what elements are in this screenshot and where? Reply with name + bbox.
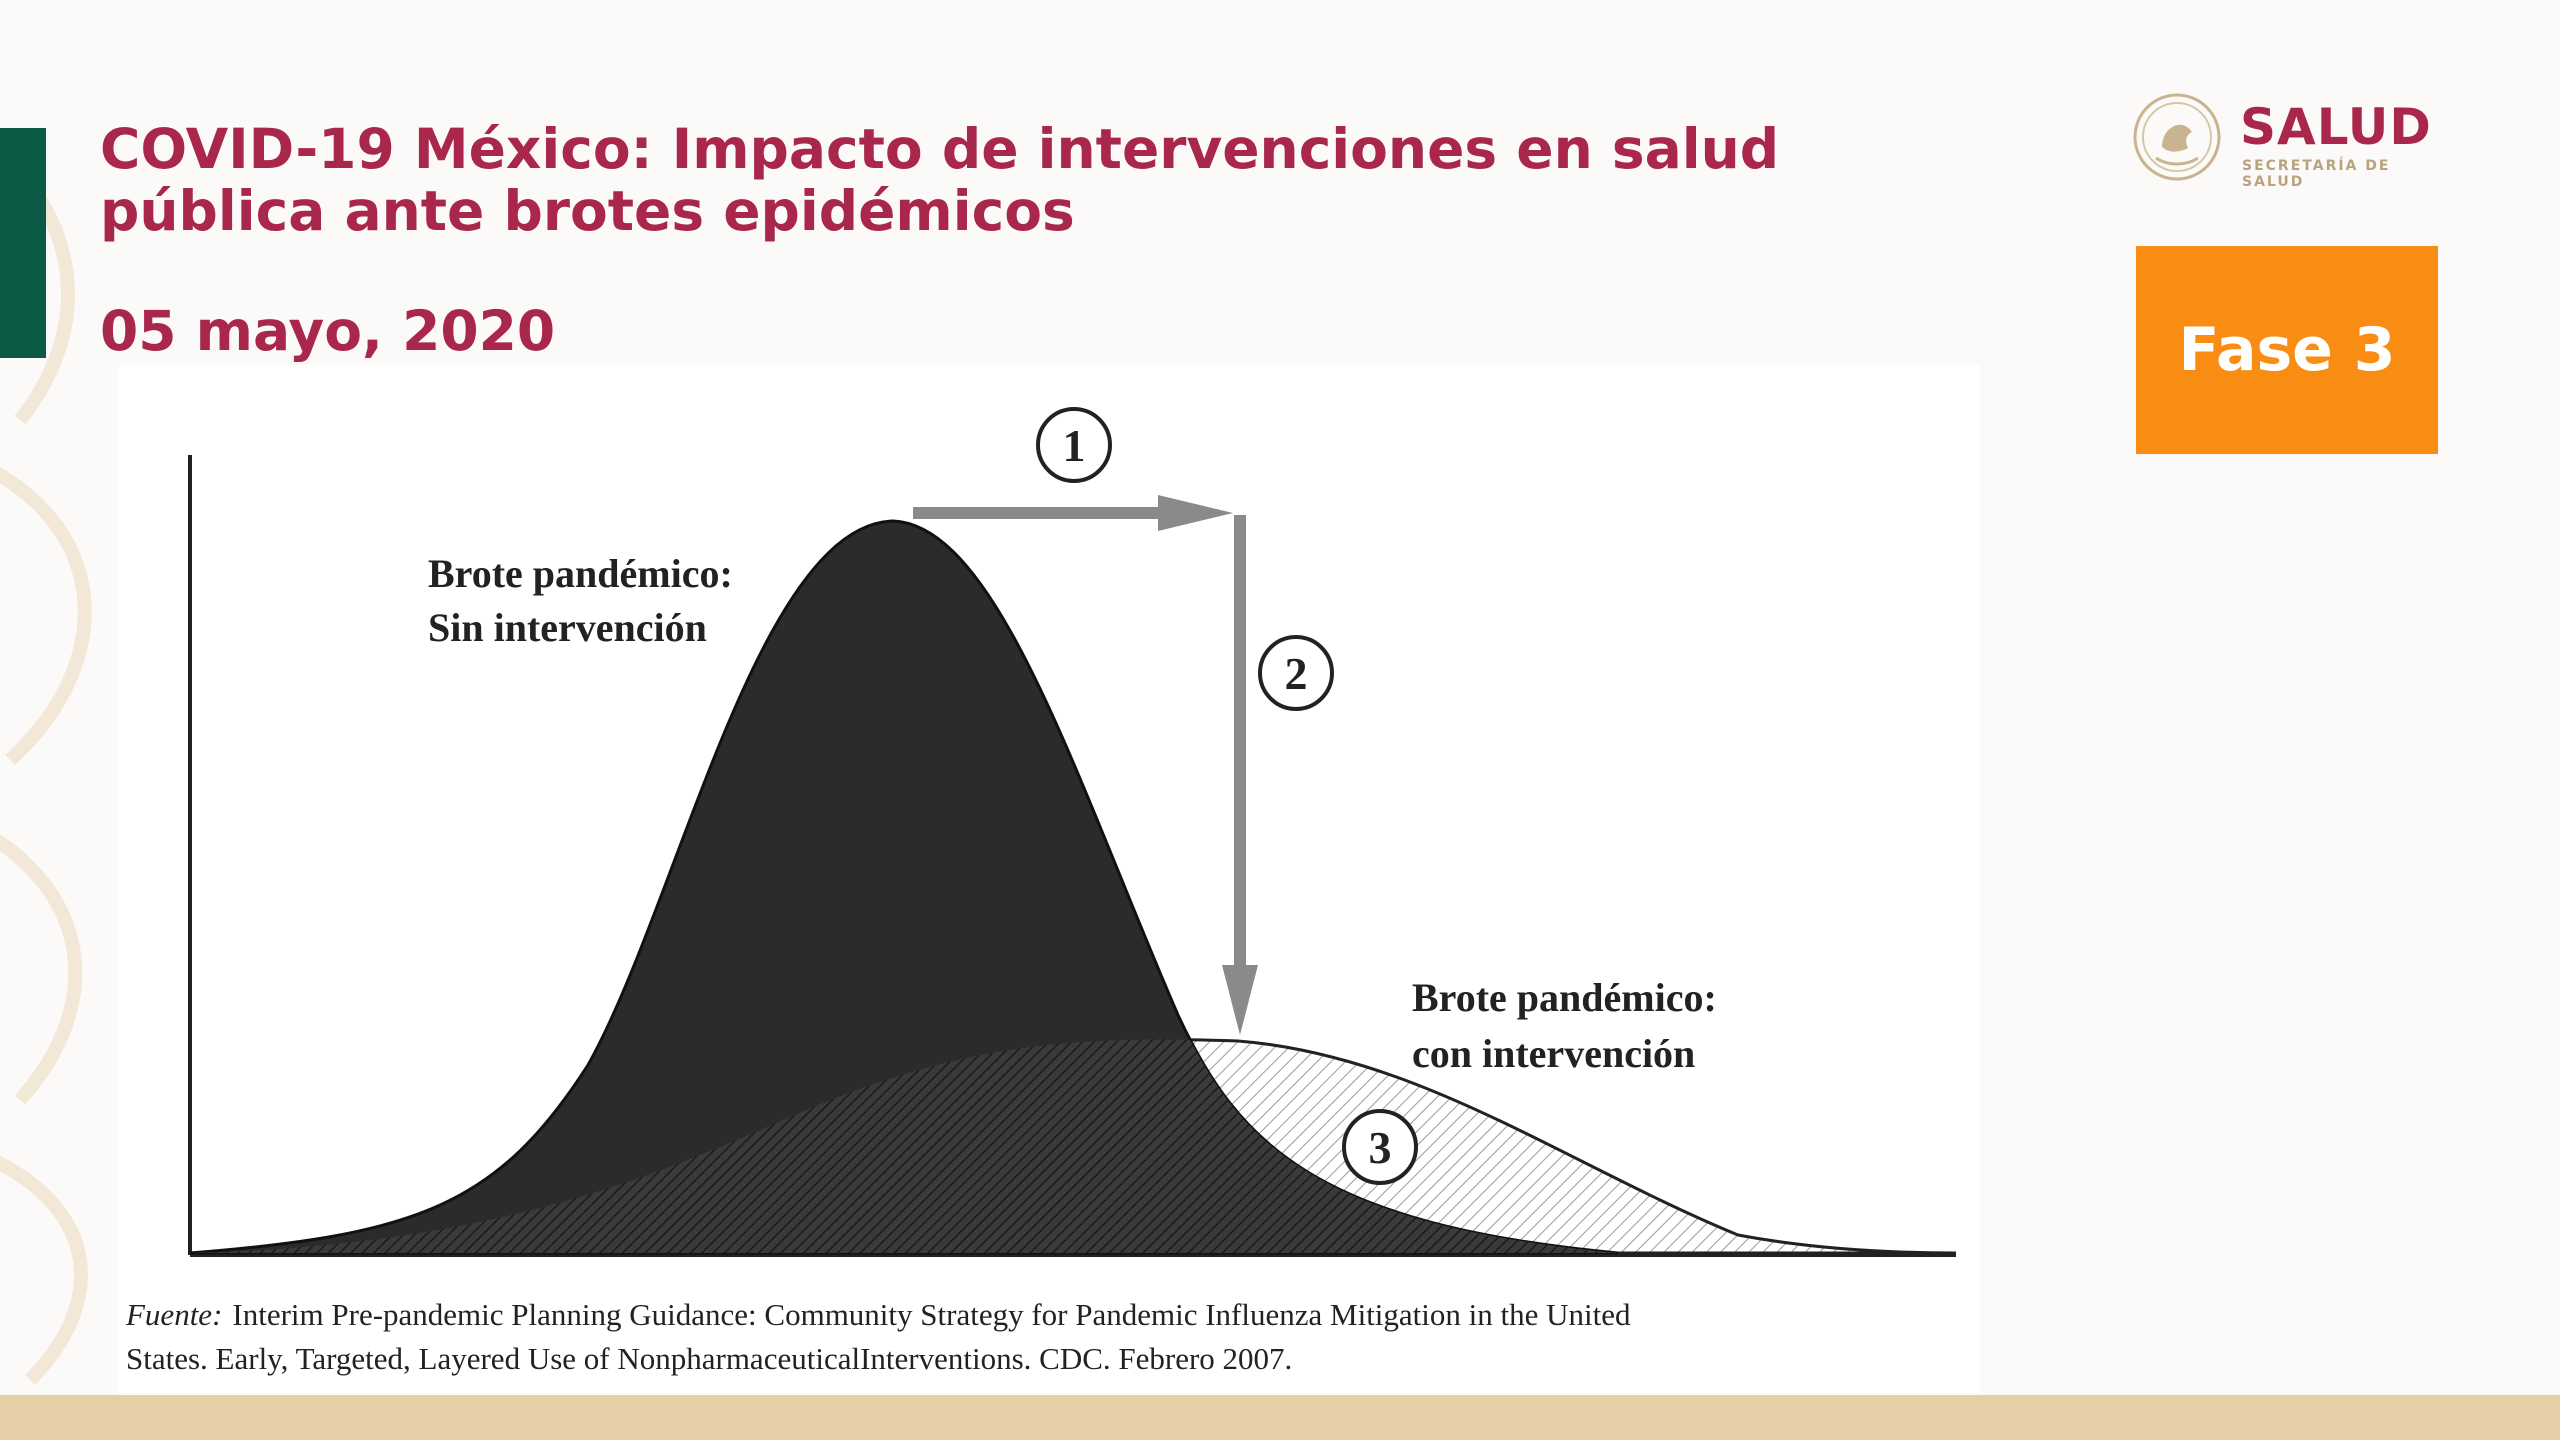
logo-subtitle: SECRETARÍA DE SALUD bbox=[2242, 158, 2391, 190]
source-text-1: Interim Pre-pandemic Planning Guidance: … bbox=[232, 1297, 1631, 1332]
source-line-1: Fuente: Interim Pre-pandemic Planning Gui… bbox=[126, 1293, 1976, 1337]
marker-2: 2 bbox=[1258, 635, 1334, 711]
marker-2-label: 2 bbox=[1285, 648, 1308, 699]
logo-wordmark: SALUD bbox=[2240, 98, 2432, 156]
delay-arrow bbox=[913, 495, 1233, 531]
marker-3-label: 3 bbox=[1369, 1122, 1392, 1173]
footer-bar bbox=[0, 1395, 2560, 1440]
source-citation: Fuente: Interim Pre-pandemic Planning Gui… bbox=[126, 1293, 1976, 1381]
slide-date: 05 mayo, 2020 bbox=[100, 299, 556, 363]
label-with-intervention-line2: con intervención bbox=[1412, 1031, 1695, 1076]
label-with-intervention-line1: Brote pandémico: bbox=[1412, 975, 1717, 1020]
epidemic-curve-diagram: 1 2 3 Brote pandémico: Sin intervención … bbox=[188, 407, 1957, 1257]
mexico-coat-of-arms-seal-icon bbox=[2133, 93, 2221, 181]
marker-1-label: 1 bbox=[1063, 420, 1086, 471]
marker-1: 1 bbox=[1036, 407, 1112, 483]
diagram-axes bbox=[188, 455, 1956, 1257]
source-label: Fuente: bbox=[126, 1297, 223, 1332]
phase-badge: Fase 3 bbox=[2136, 246, 2438, 454]
marker-3: 3 bbox=[1342, 1109, 1418, 1185]
reduction-arrow bbox=[1222, 515, 1258, 1035]
accent-bar bbox=[0, 128, 46, 358]
label-no-intervention-line1: Brote pandémico: bbox=[428, 551, 733, 596]
source-line-2: States. Early, Targeted, Layered Use of … bbox=[126, 1341, 1293, 1376]
slide-title: COVID-19 México: Impacto de intervencion… bbox=[100, 117, 1780, 243]
epidemic-curve-figure: 1 2 3 Brote pandémico: Sin intervención … bbox=[118, 365, 1980, 1393]
salud-logo: SALUD SECRETARÍA DE SALUD bbox=[2128, 88, 2438, 190]
label-no-intervention-line2: Sin intervención bbox=[428, 605, 707, 650]
